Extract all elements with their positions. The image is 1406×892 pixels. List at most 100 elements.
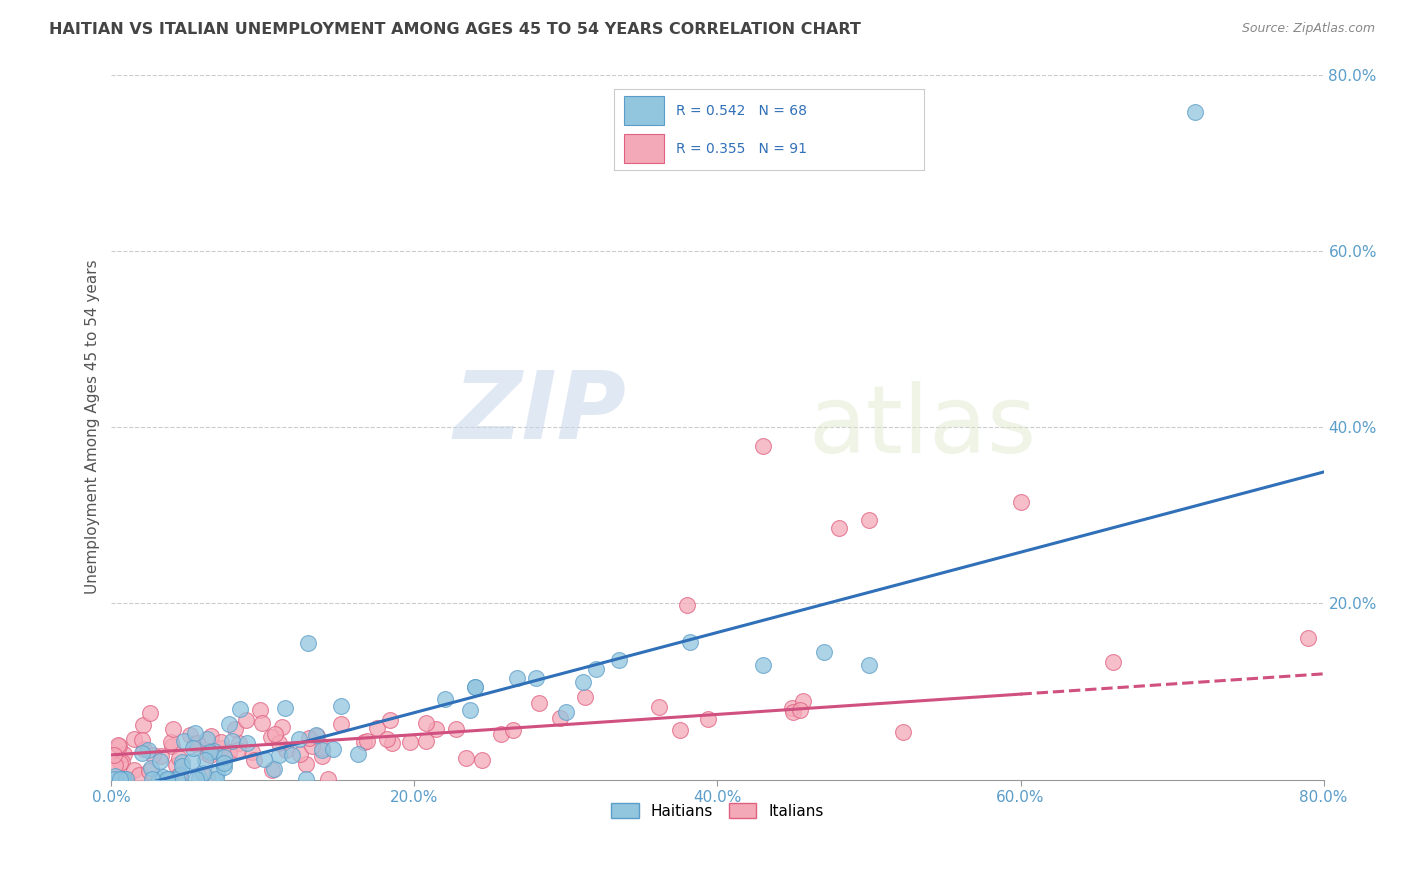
Point [792, 694, 814, 708]
Point [162, 739, 184, 753]
Point [212, 760, 235, 774]
Point [295, 756, 318, 771]
Point [209, 735, 232, 749]
Point [433, 691, 456, 706]
Point [828, 521, 851, 535]
Point [554, 705, 576, 719]
Point [186, 736, 208, 750]
Point [159, 735, 181, 749]
Point [502, 723, 524, 737]
Point [679, 635, 702, 649]
Point [269, 735, 291, 749]
Point [184, 772, 207, 786]
Point [108, 772, 131, 786]
Point [276, 742, 298, 756]
Point [267, 748, 290, 763]
Point [295, 772, 318, 786]
Text: ZIP: ZIP [454, 367, 627, 459]
Point [224, 722, 246, 736]
Point [305, 728, 328, 742]
Point [165, 758, 187, 772]
Point [218, 745, 240, 759]
Point [242, 753, 264, 767]
Point [290, 747, 312, 762]
Point [111, 772, 134, 786]
Point [1010, 495, 1032, 509]
Point [669, 723, 692, 737]
Point [297, 636, 319, 650]
Point [193, 753, 215, 767]
Point [104, 757, 127, 772]
Point [301, 739, 323, 753]
Point [425, 723, 447, 737]
Point [181, 741, 204, 756]
Point [136, 743, 159, 757]
Point [187, 771, 209, 785]
Point [148, 772, 170, 786]
Point [274, 701, 297, 715]
Point [166, 772, 188, 786]
Point [752, 658, 775, 673]
Point [104, 769, 127, 783]
Point [585, 662, 607, 676]
Point [281, 747, 304, 762]
Point [212, 756, 235, 770]
Point [114, 747, 136, 761]
Point [607, 653, 630, 667]
Point [184, 737, 207, 751]
Point [131, 732, 153, 747]
Point [263, 762, 285, 776]
Point [307, 729, 329, 743]
Point [170, 759, 193, 773]
Point [813, 645, 835, 659]
Point [183, 726, 205, 740]
Point [236, 736, 259, 750]
Point [1102, 655, 1125, 669]
Point [353, 735, 375, 749]
Point [782, 701, 804, 715]
Point [209, 741, 232, 756]
Point [132, 718, 155, 732]
Point [381, 736, 404, 750]
Point [446, 723, 468, 737]
Point [377, 732, 399, 747]
Point [218, 717, 240, 731]
Point [167, 751, 190, 765]
Point [298, 731, 321, 745]
Point [150, 748, 173, 763]
Point [200, 743, 222, 757]
Point [198, 748, 221, 763]
Point [195, 770, 218, 784]
Point [122, 763, 145, 777]
Point [464, 680, 486, 694]
Point [262, 763, 284, 777]
Point [169, 768, 191, 782]
Text: atlas: atlas [808, 381, 1036, 473]
Point [347, 747, 370, 761]
Point [548, 711, 571, 725]
Point [139, 761, 162, 775]
Point [169, 768, 191, 782]
Point [572, 675, 595, 690]
Text: HAITIAN VS ITALIAN UNEMPLOYMENT AMONG AGES 45 TO 54 YEARS CORRELATION CHART: HAITIAN VS ITALIAN UNEMPLOYMENT AMONG AG… [49, 22, 860, 37]
Point [330, 717, 353, 731]
Point [103, 772, 125, 786]
Point [179, 728, 201, 742]
Legend: Haitians, Italians: Haitians, Italians [605, 797, 830, 825]
Point [891, 724, 914, 739]
Point [415, 734, 437, 748]
Point [329, 698, 352, 713]
Point [399, 734, 422, 748]
Point [152, 770, 174, 784]
Point [454, 751, 477, 765]
Point [108, 739, 131, 753]
Point [195, 731, 218, 746]
Point [782, 705, 804, 719]
Point [205, 772, 228, 786]
Point [173, 733, 195, 747]
Point [524, 671, 547, 685]
Point [316, 772, 339, 786]
Point [162, 722, 184, 736]
Point [202, 744, 225, 758]
Point [506, 671, 529, 685]
